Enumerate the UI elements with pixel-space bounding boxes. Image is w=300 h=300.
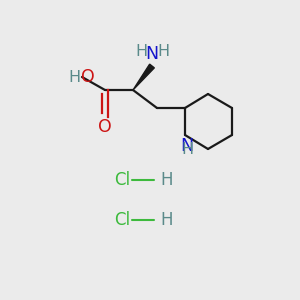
Text: H: H — [69, 70, 81, 85]
Text: H: H — [160, 211, 172, 229]
Polygon shape — [133, 64, 154, 90]
Text: H: H — [160, 171, 172, 189]
Text: H: H — [157, 44, 169, 59]
Text: N: N — [180, 137, 194, 155]
Text: H: H — [135, 44, 147, 59]
Text: Cl: Cl — [114, 211, 130, 229]
Text: O: O — [98, 118, 112, 136]
Text: O: O — [81, 68, 95, 86]
Text: Cl: Cl — [114, 171, 130, 189]
Text: H: H — [181, 142, 193, 158]
Text: N: N — [146, 45, 159, 63]
